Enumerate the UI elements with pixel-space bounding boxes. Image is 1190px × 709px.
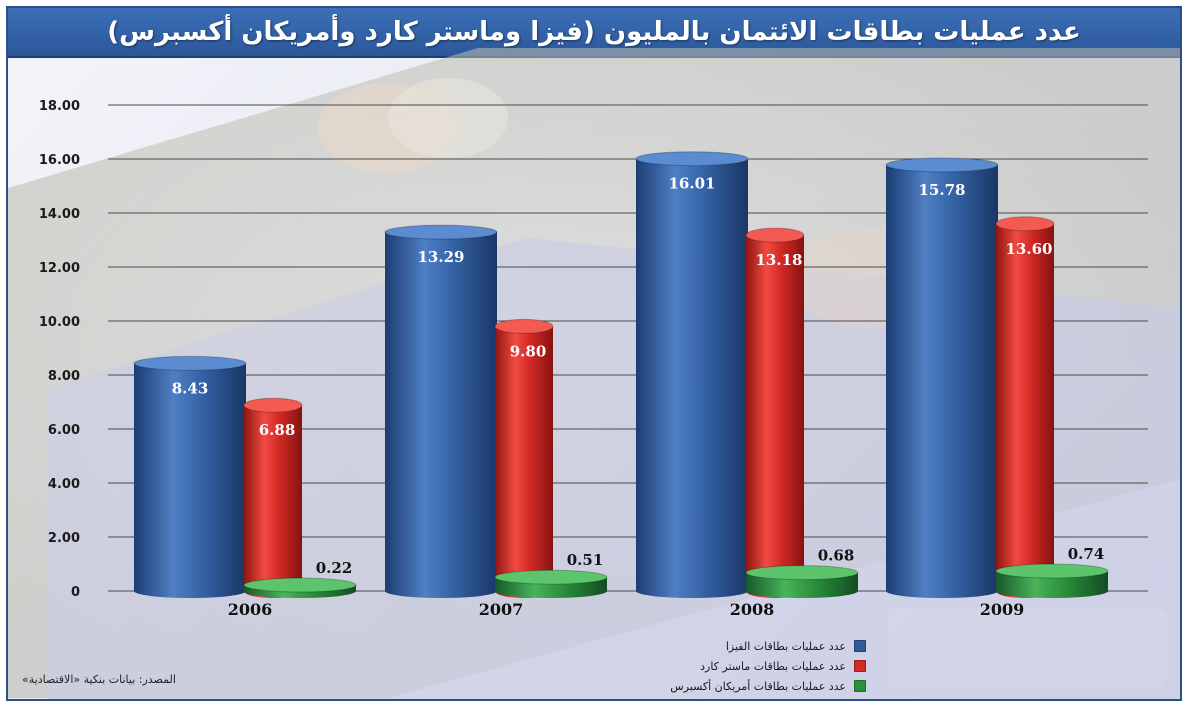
y-tick-label: 4.00 — [48, 477, 80, 492]
legend-item-amex: عدد عمليات بطاقات أمريكان أكسبرس — [670, 676, 866, 696]
y-tick-label: 2.00 — [48, 531, 80, 546]
bar-base — [385, 584, 497, 598]
bar-top — [995, 563, 1109, 579]
bar-top — [745, 227, 805, 243]
bar-base — [746, 584, 858, 598]
bar-visa-2008 — [635, 151, 749, 598]
bar-body — [996, 223, 1054, 592]
legend-item-mastercard: عدد عمليات بطاقات ماستر كارد — [670, 656, 866, 676]
bar-base — [636, 584, 748, 598]
bar-top — [494, 318, 554, 334]
bar-top — [995, 216, 1055, 232]
chart-title: عدد عمليات بطاقات الائتمان بالمليون (فيز… — [107, 17, 1081, 47]
legend-label-amex: عدد عمليات بطاقات أمريكان أكسبرس — [670, 679, 846, 693]
x-tick-label-2006: 2006 — [228, 600, 273, 619]
y-tick-label: 16.00 — [39, 153, 80, 168]
legend-label-mastercard: عدد عمليات بطاقات ماستر كارد — [700, 659, 846, 673]
bar-body — [244, 405, 302, 591]
legend: عدد عمليات بطاقات الفيزا عدد عمليات بطاق… — [670, 636, 866, 696]
y-tick-label: 8.00 — [48, 369, 80, 384]
y-tick-label: 0 — [71, 585, 80, 600]
bar-top — [384, 224, 498, 240]
bar-top — [635, 151, 749, 167]
bar-base — [886, 584, 998, 598]
value-label-amex-2008: 0.68 — [818, 547, 855, 565]
bar-top — [494, 569, 608, 585]
value-label-mastercard-2006: 6.88 — [259, 421, 296, 439]
bar-mastercard-2007 — [494, 318, 554, 598]
value-label-amex-2007: 0.51 — [567, 551, 604, 569]
source-note: المصدر: بيانات بنكية «الاقتصادية» — [22, 673, 176, 686]
bar-amex-2007 — [494, 569, 608, 598]
bar-body — [385, 232, 497, 592]
value-label-visa-2008: 16.01 — [669, 175, 716, 193]
y-axis-labels: 0 2.00 4.00 6.00 8.00 10.00 12.00 14.00 16.00 18.… — [39, 99, 80, 600]
value-label-mastercard-2007: 9.80 — [510, 342, 547, 360]
x-tick-label-2008: 2008 — [730, 600, 775, 619]
chart-frame: عدد عمليات بطاقات الائتمان بالمليون (فيز… — [6, 6, 1182, 701]
legend-swatch-mastercard — [854, 660, 866, 672]
bar-visa-2009 — [885, 157, 999, 598]
bar-base — [134, 584, 246, 598]
bar-body — [495, 326, 553, 591]
value-label-mastercard-2009: 13.60 — [1006, 240, 1053, 258]
bar-body — [886, 164, 998, 591]
value-label-mastercard-2008: 13.18 — [756, 251, 803, 269]
y-tick-label: 10.00 — [39, 315, 80, 330]
bar-body — [134, 363, 246, 591]
bar-mastercard-2009 — [995, 216, 1055, 598]
bar-amex-2006 — [243, 577, 357, 598]
bar-amex-2009 — [995, 563, 1109, 598]
legend-item-visa: عدد عمليات بطاقات الفيزا — [670, 636, 866, 656]
value-label-visa-2007: 13.29 — [418, 248, 465, 266]
bar-body — [636, 158, 748, 592]
legend-swatch-amex — [854, 680, 866, 692]
bar-mastercard-2008 — [745, 227, 805, 598]
y-tick-label: 18.00 — [39, 99, 80, 114]
bar-body — [746, 235, 804, 591]
bar-visa-2006 — [133, 355, 247, 598]
bar-top — [243, 397, 303, 413]
value-label-visa-2009: 15.78 — [919, 181, 966, 199]
value-label-amex-2006: 0.22 — [316, 559, 353, 577]
x-tick-label-2009: 2009 — [980, 600, 1025, 619]
x-axis-labels: 2006 2007 2008 2009 — [228, 600, 1025, 619]
value-label-amex-2009: 0.74 — [1068, 545, 1105, 563]
bar-mastercard-2006 — [243, 397, 303, 598]
legend-label-visa: عدد عمليات بطاقات الفيزا — [725, 639, 846, 653]
bar-amex-2008 — [745, 565, 859, 598]
y-tick-label: 6.00 — [48, 423, 80, 438]
value-labels: 8.43 6.88 0.22 13.29 9.80 0.51 16.01 13.18 0.68 1… — [172, 175, 1105, 577]
bar-top — [243, 577, 357, 593]
bars — [133, 151, 1109, 598]
y-tick-label: 12.00 — [39, 261, 80, 276]
value-label-visa-2006: 8.43 — [172, 379, 209, 397]
x-tick-label-2007: 2007 — [479, 600, 524, 619]
bar-top — [133, 355, 247, 371]
y-tick-label: 14.00 — [39, 207, 80, 222]
bar-top — [885, 157, 999, 173]
bar-base — [495, 584, 607, 598]
chart-plot: 0 2.00 4.00 6.00 8.00 10.00 12.00 14.00 16.00 18.… — [8, 48, 1180, 699]
bar-visa-2007 — [384, 224, 498, 598]
legend-swatch-visa — [854, 640, 866, 652]
bar-base — [996, 584, 1108, 598]
bar-top — [745, 565, 859, 581]
